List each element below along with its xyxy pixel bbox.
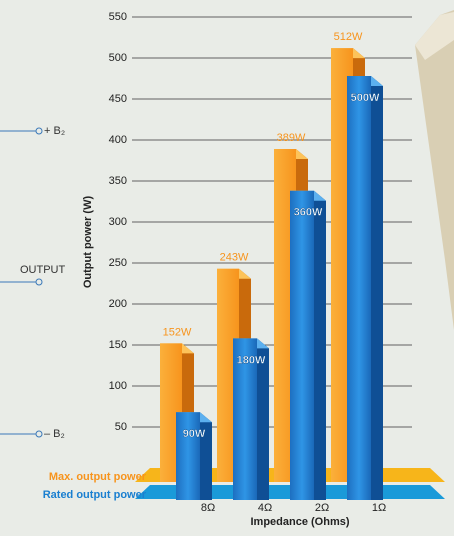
y-tick-label: 350: [109, 175, 127, 187]
bar: [176, 412, 200, 500]
x-tick-label: 2Ω: [315, 502, 329, 514]
bar-side: [200, 412, 212, 500]
annotation: + B₂: [44, 125, 65, 137]
decor: [415, 10, 454, 330]
y-tick-label: 200: [109, 298, 127, 310]
y-tick-label: 100: [109, 380, 127, 392]
y-tick-label: 300: [109, 216, 127, 228]
legend-label: Max. output power: [49, 471, 147, 483]
legend-label: Rated output power: [43, 489, 147, 501]
y-tick-label: 450: [109, 93, 127, 105]
terminal: [35, 127, 43, 135]
value-label: 90W: [183, 428, 206, 440]
bar-side: [257, 338, 269, 500]
value-label: 243W: [220, 252, 249, 264]
bar: [290, 190, 314, 501]
y-tick-label: 550: [109, 11, 127, 23]
bar: [233, 338, 257, 500]
value-label: 180W: [237, 354, 266, 366]
y-tick-label: 50: [115, 421, 127, 433]
x-tick-label: 8Ω: [201, 502, 215, 514]
terminal: [35, 278, 43, 286]
annotation: – B₂: [44, 428, 65, 440]
value-label: 389W: [277, 132, 306, 144]
value-label: 512W: [334, 31, 363, 43]
x-tick-label: 1Ω: [372, 502, 386, 514]
y-tick-label: 500: [109, 52, 127, 64]
x-tick-label: 4Ω: [258, 502, 272, 514]
x-axis-title: Impedance (Ohms): [250, 516, 349, 528]
y-tick-label: 150: [109, 339, 127, 351]
value-label: 152W: [163, 326, 192, 338]
value-label: 500W: [351, 92, 380, 104]
y-tick-label: 400: [109, 134, 127, 146]
y-tick-label: 250: [109, 257, 127, 269]
bar-side: [314, 190, 326, 501]
annotation: OUTPUT: [20, 264, 66, 276]
y-axis-title: Output power (W): [82, 196, 94, 289]
terminal: [35, 430, 43, 438]
decor: [415, 12, 454, 60]
bar-side: [371, 76, 383, 500]
bar: [347, 76, 371, 500]
value-label: 360W: [294, 207, 323, 219]
